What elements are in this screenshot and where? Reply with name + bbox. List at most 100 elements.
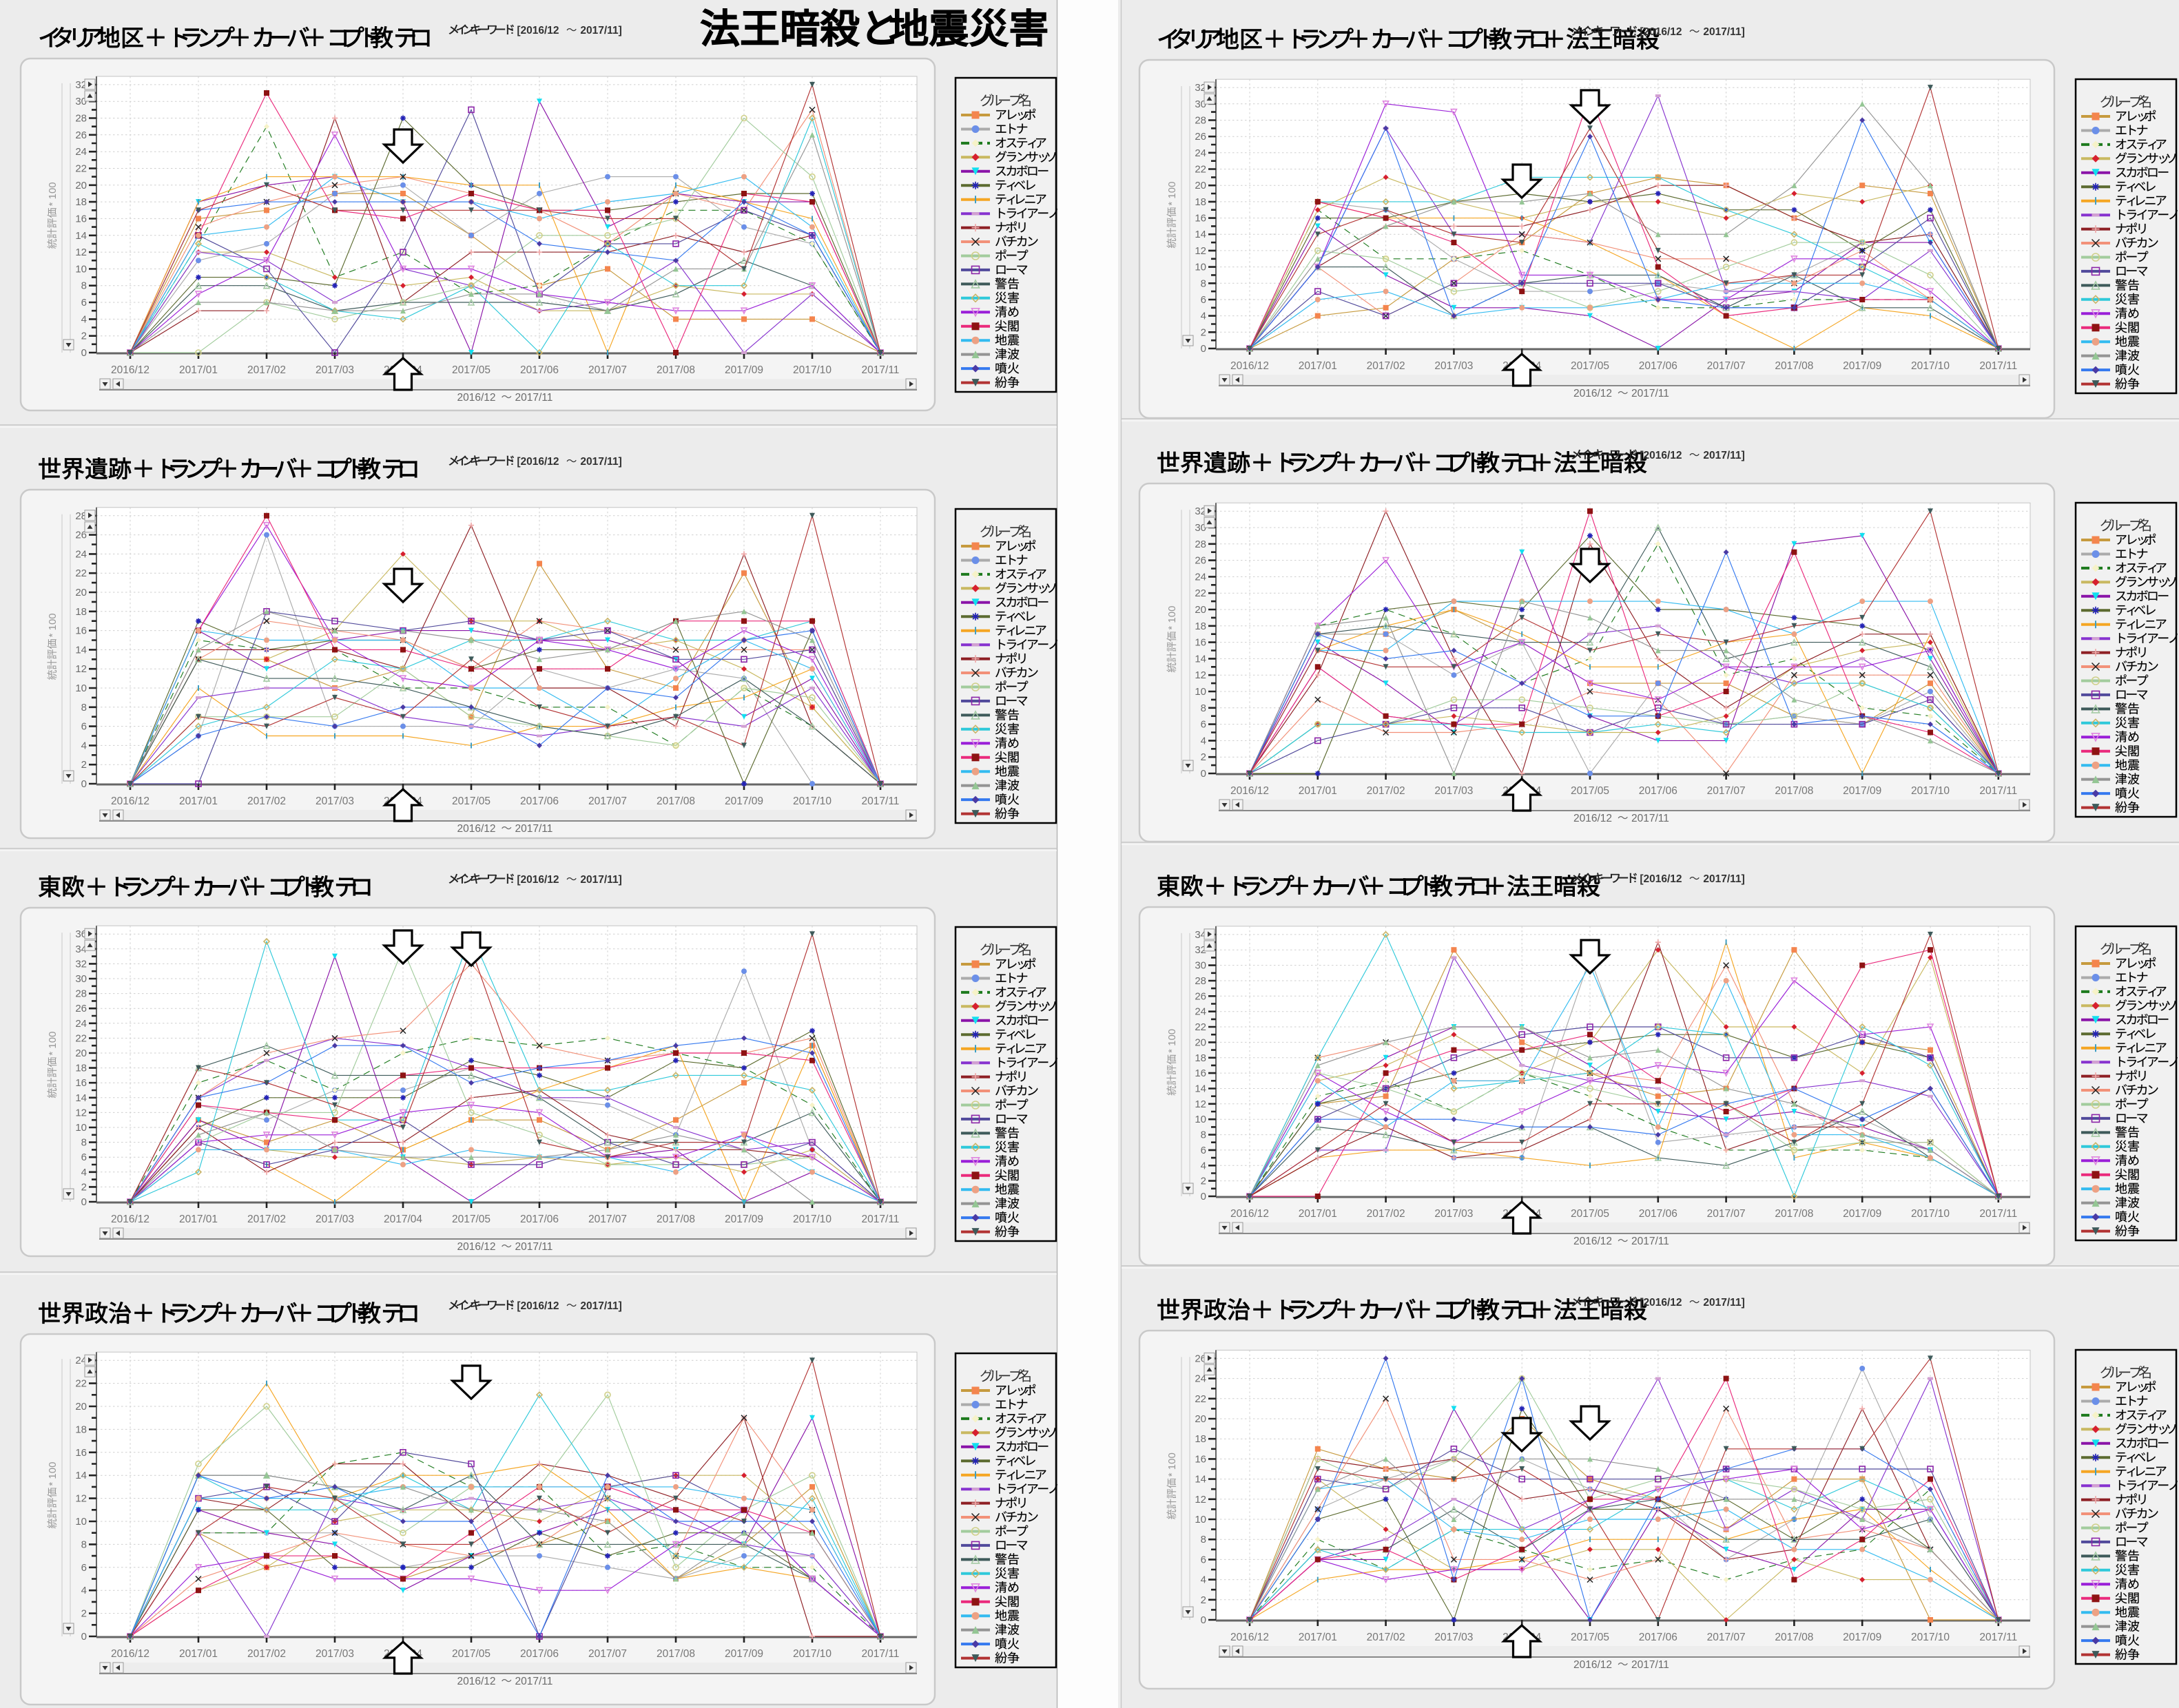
svg-text:20: 20 (75, 1401, 87, 1413)
svg-text:18: 18 (75, 196, 87, 208)
svg-text:* 100: * 100 (1166, 182, 1178, 206)
svg-text:30: 30 (1195, 98, 1206, 110)
svg-text:2017/06: 2017/06 (1639, 360, 1677, 372)
svg-text:2017/11: 2017/11 (515, 823, 553, 835)
svg-text:32: 32 (75, 958, 87, 970)
svg-text:22: 22 (75, 1032, 87, 1044)
svg-text:10: 10 (75, 1516, 87, 1528)
svg-text:2017/06: 2017/06 (1639, 785, 1677, 797)
svg-text:16: 16 (1195, 1068, 1206, 1079)
svg-text:2017/07: 2017/07 (588, 364, 627, 376)
svg-text:4: 4 (1201, 1574, 1206, 1586)
svg-text:2017/01: 2017/01 (179, 1214, 218, 1225)
svg-text:24: 24 (1195, 571, 1206, 583)
svg-text:8: 8 (81, 702, 87, 714)
svg-text:2017/11: 2017/11 (862, 1214, 900, 1225)
svg-text:10: 10 (1195, 1114, 1206, 1125)
svg-text:2017/11: 2017/11 (515, 392, 553, 404)
svg-text:20: 20 (1195, 1037, 1206, 1048)
svg-text:2017/11: 2017/11 (515, 1241, 553, 1253)
svg-text:2017/06: 2017/06 (1639, 1208, 1677, 1220)
svg-text:* 100: * 100 (47, 613, 59, 637)
svg-text:16: 16 (1195, 1453, 1206, 1465)
svg-text:2016/12: 2016/12 (1230, 1208, 1269, 1220)
svg-text:20: 20 (1195, 180, 1206, 191)
svg-text:18: 18 (1195, 196, 1206, 208)
svg-text:2017/01: 2017/01 (179, 795, 218, 807)
svg-text:28: 28 (1195, 115, 1206, 127)
svg-text:24: 24 (1195, 147, 1206, 159)
svg-text:2017/10: 2017/10 (793, 1648, 832, 1660)
svg-text:14: 14 (75, 1092, 87, 1104)
svg-text:0: 0 (1201, 1191, 1206, 1202)
svg-text:2017/01: 2017/01 (1299, 1632, 1337, 1643)
svg-text:26: 26 (75, 129, 87, 141)
svg-text:2016/12: 2016/12 (457, 1676, 496, 1687)
svg-text:2017/03: 2017/03 (316, 1648, 354, 1660)
svg-text:30: 30 (75, 973, 87, 985)
svg-text:2017/05: 2017/05 (1571, 360, 1609, 372)
svg-text:2017/11: 2017/11 (1631, 1236, 1669, 1247)
svg-text:24: 24 (75, 146, 87, 158)
svg-text:20: 20 (75, 1048, 87, 1059)
svg-text:2017/11: 2017/11 (1631, 388, 1669, 399)
svg-text:2017/02: 2017/02 (1367, 1632, 1405, 1643)
svg-text:16: 16 (1195, 637, 1206, 649)
svg-text:0: 0 (81, 347, 87, 359)
svg-text:34: 34 (75, 944, 87, 955)
svg-text:22: 22 (1195, 587, 1206, 599)
svg-text:2017/02: 2017/02 (1367, 785, 1405, 797)
svg-text:2017/11: 2017/11 (1979, 360, 2017, 372)
svg-text:2017/11]: 2017/11] (1703, 26, 1744, 38)
svg-text:14: 14 (1195, 1083, 1206, 1095)
svg-text:2017/11: 2017/11 (862, 795, 900, 807)
svg-text:4: 4 (81, 1167, 87, 1178)
svg-text:2017/11]: 2017/11] (580, 874, 621, 886)
svg-text:2016/12: 2016/12 (1230, 1632, 1269, 1643)
svg-text:2: 2 (81, 1181, 87, 1193)
svg-text:16: 16 (75, 1077, 87, 1089)
svg-text:6: 6 (1201, 719, 1206, 731)
svg-text:8: 8 (1201, 1129, 1206, 1141)
svg-text:24: 24 (75, 548, 87, 560)
svg-text:2017/11: 2017/11 (1979, 1208, 2017, 1220)
svg-text:2016/12: 2016/12 (1230, 360, 1269, 372)
svg-text:* 100: * 100 (1166, 1029, 1178, 1053)
svg-text:2017/05: 2017/05 (452, 1648, 490, 1660)
svg-text:2017/02: 2017/02 (247, 1214, 286, 1225)
svg-text:4: 4 (81, 740, 87, 751)
svg-text:2017/09: 2017/09 (1843, 1632, 1881, 1643)
svg-text:14: 14 (75, 1470, 87, 1481)
svg-text:: [2016/12: : [2016/12 (510, 874, 559, 886)
svg-text:2016/12: 2016/12 (111, 1648, 149, 1660)
svg-text:* 100: * 100 (47, 1462, 59, 1486)
svg-text:0: 0 (81, 1631, 87, 1643)
svg-text:28: 28 (75, 113, 87, 125)
svg-text:26: 26 (1195, 131, 1206, 143)
svg-text:22: 22 (75, 163, 87, 175)
svg-text:8: 8 (1201, 1534, 1206, 1545)
svg-text:14: 14 (1195, 653, 1206, 665)
svg-text:2017/07: 2017/07 (1707, 1208, 1746, 1220)
svg-text:2017/11: 2017/11 (862, 1648, 900, 1660)
svg-text:28: 28 (1195, 539, 1206, 550)
svg-text:22: 22 (75, 567, 87, 579)
svg-text:2017/03: 2017/03 (316, 1214, 354, 1225)
svg-text:2017/05: 2017/05 (1571, 1208, 1609, 1220)
svg-text:2017/09: 2017/09 (725, 364, 763, 376)
svg-text:18: 18 (75, 606, 87, 618)
svg-text:* 100: * 100 (1166, 1452, 1178, 1477)
svg-text:2017/11]: 2017/11] (580, 25, 621, 37)
svg-text:2017/05: 2017/05 (1571, 1632, 1609, 1643)
svg-text:14: 14 (75, 644, 87, 656)
svg-text:: [2016/12: : [2016/12 (1633, 873, 1682, 885)
svg-text:2017/02: 2017/02 (247, 795, 286, 807)
svg-text:12: 12 (1195, 1098, 1206, 1110)
svg-text:2017/08: 2017/08 (657, 364, 695, 376)
svg-text:2016/12: 2016/12 (111, 1214, 149, 1225)
svg-text:8: 8 (1201, 278, 1206, 289)
svg-text:6: 6 (81, 721, 87, 733)
svg-text:2017/07: 2017/07 (1707, 1632, 1746, 1643)
svg-text:2: 2 (1201, 1176, 1206, 1187)
svg-text:6: 6 (1201, 1145, 1206, 1156)
